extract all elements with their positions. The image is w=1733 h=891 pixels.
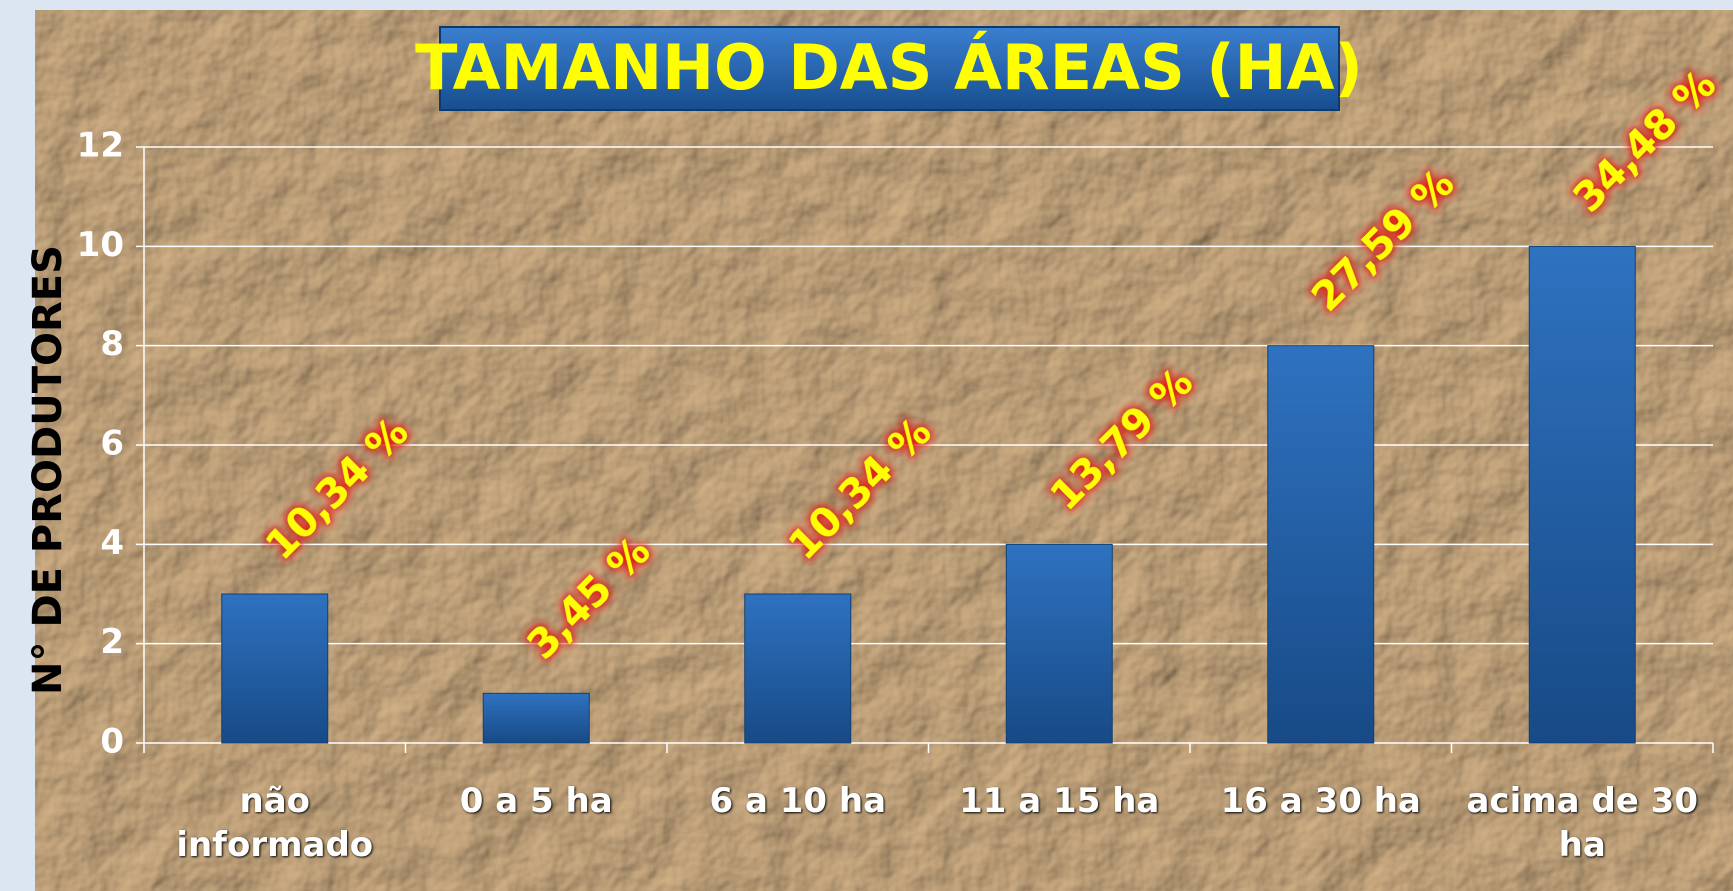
bar [745, 594, 851, 743]
y-tick-label: 6 [100, 424, 124, 464]
x-tick-label: 11 a 15 ha [939, 779, 1179, 823]
bar [1268, 346, 1374, 743]
x-tick-label: 0 a 5 ha [416, 779, 656, 823]
x-tick-label: 16 a 30 ha [1201, 779, 1441, 823]
bar [1529, 246, 1635, 743]
bar [1006, 544, 1112, 743]
x-tick-label: 6 a 10 ha [678, 779, 918, 823]
y-tick-label: 10 [77, 225, 124, 265]
chart: TAMANHO DAS ÁREAS (HA) N° DE PRODUTORES … [0, 0, 1733, 891]
y-axis-label: N° DE PRODUTORES [25, 245, 71, 695]
y-tick-label: 8 [100, 324, 124, 364]
x-tick-label: não informado [155, 779, 395, 867]
chart-title: TAMANHO DAS ÁREAS (HA) [415, 31, 1363, 104]
y-tick-label: 0 [100, 722, 124, 762]
y-tick-label: 4 [100, 523, 124, 563]
y-tick-label: 2 [100, 622, 124, 662]
y-tick-label: 12 [77, 126, 124, 166]
page: TAMANHO DAS ÁREAS (HA) N° DE PRODUTORES … [0, 0, 1733, 891]
bar [483, 693, 589, 743]
x-tick-label: acima de 30 ha [1462, 779, 1702, 867]
bar [222, 594, 328, 743]
